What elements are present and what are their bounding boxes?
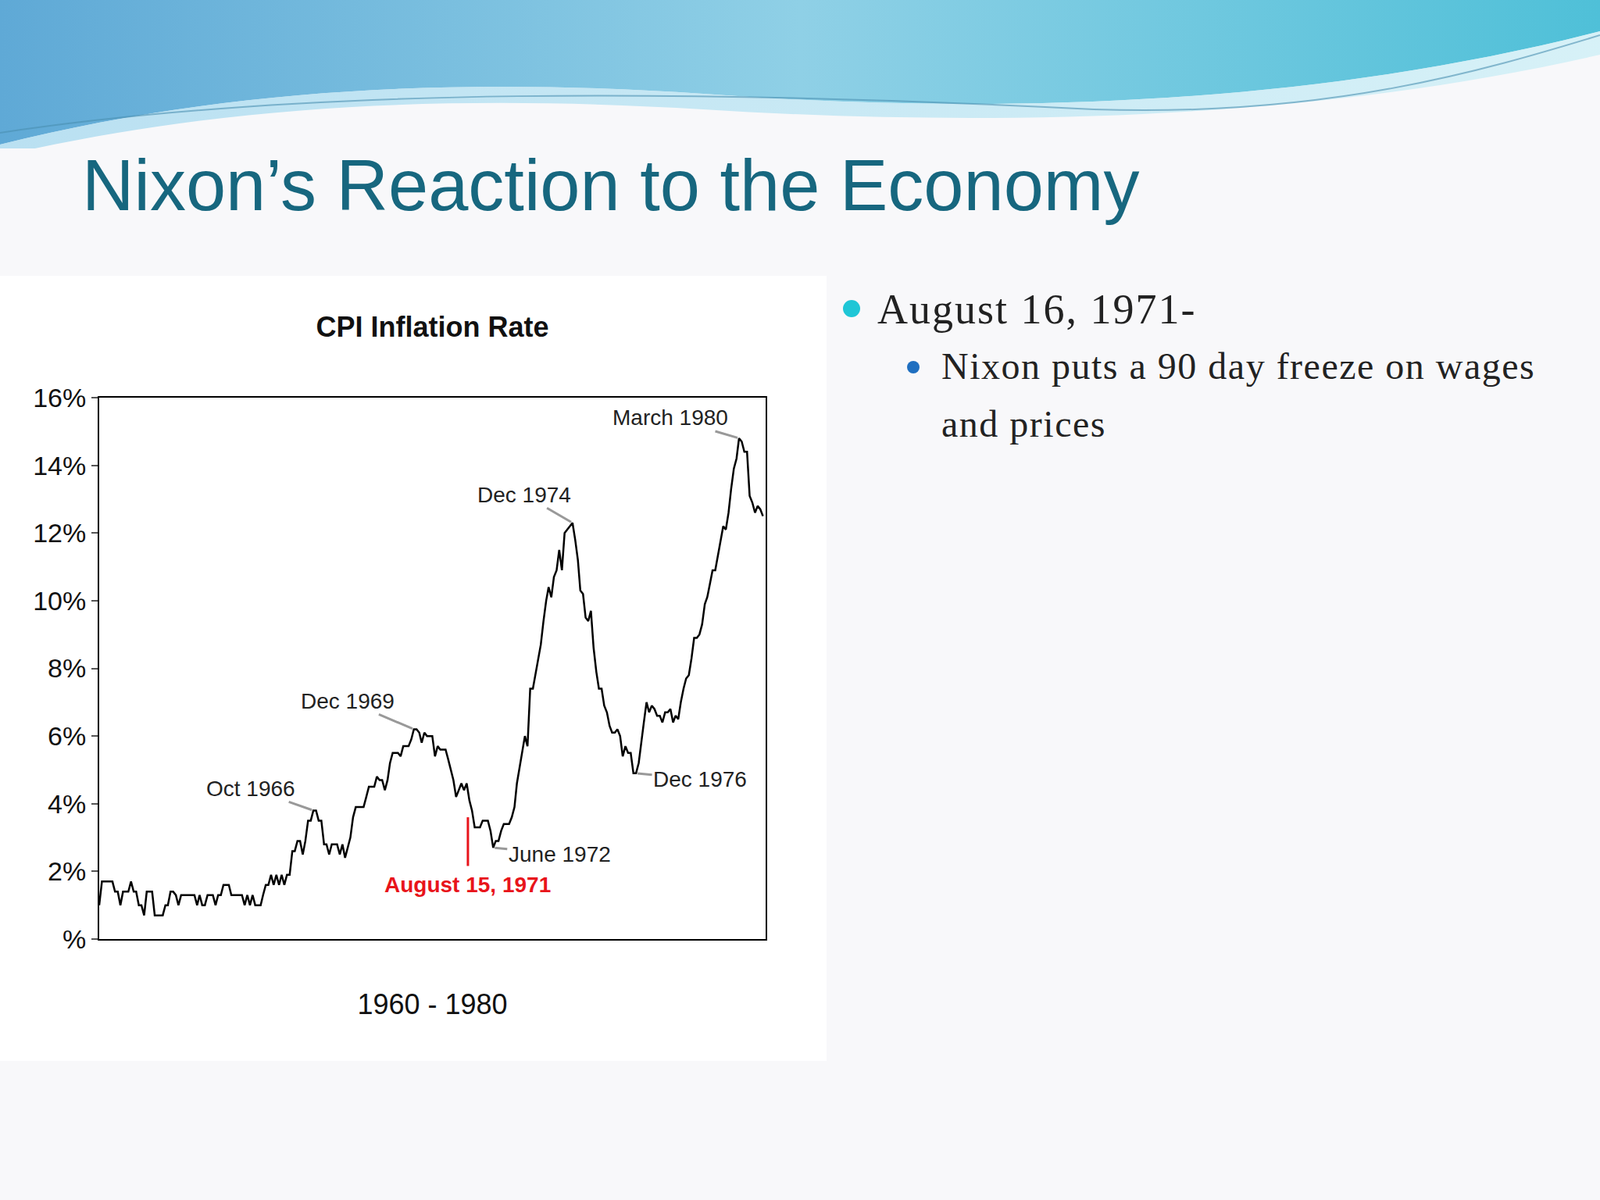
svg-text:August 15, 1971: August 15, 1971 [384,872,551,897]
svg-text:Dec 1976: Dec 1976 [653,767,747,792]
svg-text:2%: 2% [47,856,86,886]
svg-text:4%: 4% [47,789,86,819]
svg-text:CPI Inflation Rate: CPI Inflation Rate [315,310,549,343]
svg-text:Oct 1966: Oct 1966 [206,776,296,801]
svg-text:12%: 12% [32,517,86,548]
svg-text:Dec 1969: Dec 1969 [300,689,395,714]
svg-text:Dec 1974: Dec 1974 [477,482,572,508]
html-text:Nixon puts a 90 day freeze on: Nixon puts a 90 day freeze on wages and … [941,345,1536,445]
html-text:August 16, 1971-: August 16, 1971- [877,285,1197,333]
svg-text:6%: 6% [47,721,86,751]
html-text:Nixon’s Reaction to the Econom: Nixon’s Reaction to the Economy [82,145,1140,225]
svg-text:16%: 16% [32,382,86,413]
svg-text:10%: 10% [32,585,86,616]
svg-text:8%: 8% [47,653,86,683]
svg-text:14%: 14% [32,450,86,481]
svg-text:June 1972: June 1972 [508,842,611,867]
svg-text:1960 - 1980: 1960 - 1980 [357,988,508,1021]
svg-text:%: % [62,924,86,954]
svg-text:March 1980: March 1980 [612,405,729,430]
